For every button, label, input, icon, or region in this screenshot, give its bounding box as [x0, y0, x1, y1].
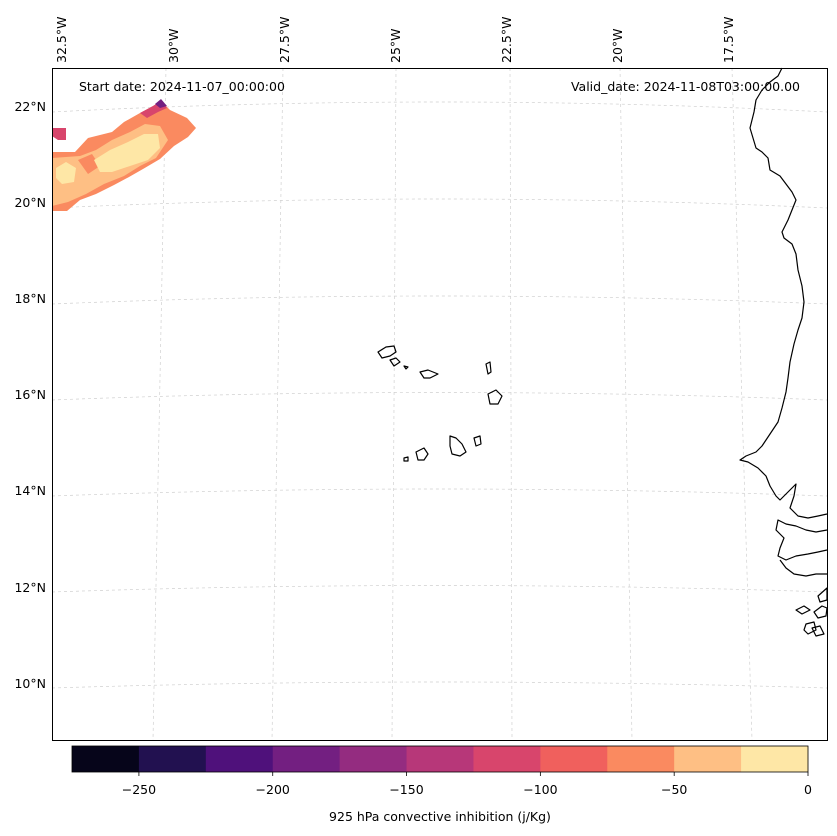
senegal-gambia-coast: [775, 519, 828, 561]
island-santiago: [449, 435, 467, 457]
valid-date-label: Valid_date: 2024-11-08T03:00:00.00: [571, 79, 800, 94]
lat-label-10n: 10°N: [14, 676, 46, 691]
coastlines: [377, 67, 828, 637]
lon-label-27-5w: 27.5°W: [277, 17, 292, 63]
colorbar-tick-label-minus250: −250: [122, 782, 156, 797]
cin-contour-inner-patch: [78, 154, 100, 174]
colorbar-swatch: [272, 746, 341, 772]
island-boa-vista: [487, 389, 503, 405]
island-sao-vicente: [389, 357, 401, 367]
lat-label-18n: 18°N: [14, 291, 46, 306]
colorbar-tick-label-0: 0: [804, 782, 812, 797]
lat-label-22n: 22°N: [14, 99, 46, 114]
cin-contour-tip: [155, 99, 167, 108]
cin-contour-inner: [94, 134, 160, 172]
colorbar-tick-label-minus150: −150: [389, 782, 423, 797]
island-santa-luzia: [403, 365, 409, 370]
island-fogo: [415, 447, 429, 461]
colorbar-frame: [71, 745, 809, 773]
guinea-coast-south: [817, 587, 828, 603]
lon-label-30w: 30°W: [166, 28, 181, 63]
colorbar-swatch: [607, 746, 675, 772]
colorbar-swatch: [741, 746, 809, 772]
lat-label-16n: 16°N: [14, 387, 46, 402]
lat-label-14n: 14°N: [14, 483, 46, 498]
island-sao-nicolau: [419, 369, 439, 379]
lon-label-22-5w: 22.5°W: [499, 17, 514, 63]
cin-contour-field: [52, 99, 196, 211]
bijagos-islands-3: [803, 621, 817, 635]
island-maio: [473, 435, 482, 447]
colorbar: −250 −200 −150 −100 −50 0 925 hPa convec…: [71, 745, 812, 824]
colorbar-tick-label-minus50: −50: [661, 782, 687, 797]
colorbar-tick-label-minus100: −100: [523, 782, 557, 797]
island-brava: [403, 456, 409, 462]
lat-label-20n: 20°N: [14, 195, 46, 210]
island-santo-antao: [377, 345, 397, 359]
colorbar-swatch: [339, 746, 408, 772]
guinea-bissau-coast: [779, 559, 827, 577]
longitude-labels: 32.5°W 30°W 27.5°W 25°W 22.5°W 20°W 17.5…: [54, 17, 736, 63]
colorbar-swatch: [72, 746, 140, 772]
cin-contour-inner-left: [56, 162, 76, 184]
colorbar-swatch: [473, 746, 541, 772]
start-date-label: Start date: 2024-11-07_00:00:00: [79, 79, 285, 94]
bijagos-islands-2: [813, 605, 828, 619]
colorbar-swatch: [540, 746, 608, 772]
bijagos-islands-4: [811, 625, 825, 637]
colorbar-swatch: [406, 746, 474, 772]
gridlines: [51, 67, 828, 741]
island-sal: [485, 361, 492, 375]
lon-label-17-5w: 17.5°W: [721, 17, 736, 63]
colorbar-swatch: [205, 746, 274, 772]
colorbar-swatch: [674, 746, 742, 772]
bijagos-islands-1: [795, 605, 811, 615]
colorbar-swatches: [72, 746, 809, 772]
latitude-labels: 22°N 20°N 18°N 16°N 14°N 12°N 10°N: [14, 99, 46, 691]
lon-label-25w: 25°W: [388, 28, 403, 63]
lat-label-12n: 12°N: [14, 580, 46, 595]
colorbar-label: 925 hPa convective inhibition (j/Kg): [329, 809, 551, 824]
west-africa-coastline: [739, 67, 828, 519]
colorbar-tick-label-minus200: −200: [256, 782, 290, 797]
lon-label-20w: 20°W: [610, 28, 625, 63]
colorbar-ticks: [138, 772, 809, 776]
map-frame: [52, 68, 828, 741]
lon-label-32-5w: 32.5°W: [54, 17, 69, 63]
cin-contour-small: [52, 128, 66, 140]
colorbar-swatch: [138, 746, 207, 772]
